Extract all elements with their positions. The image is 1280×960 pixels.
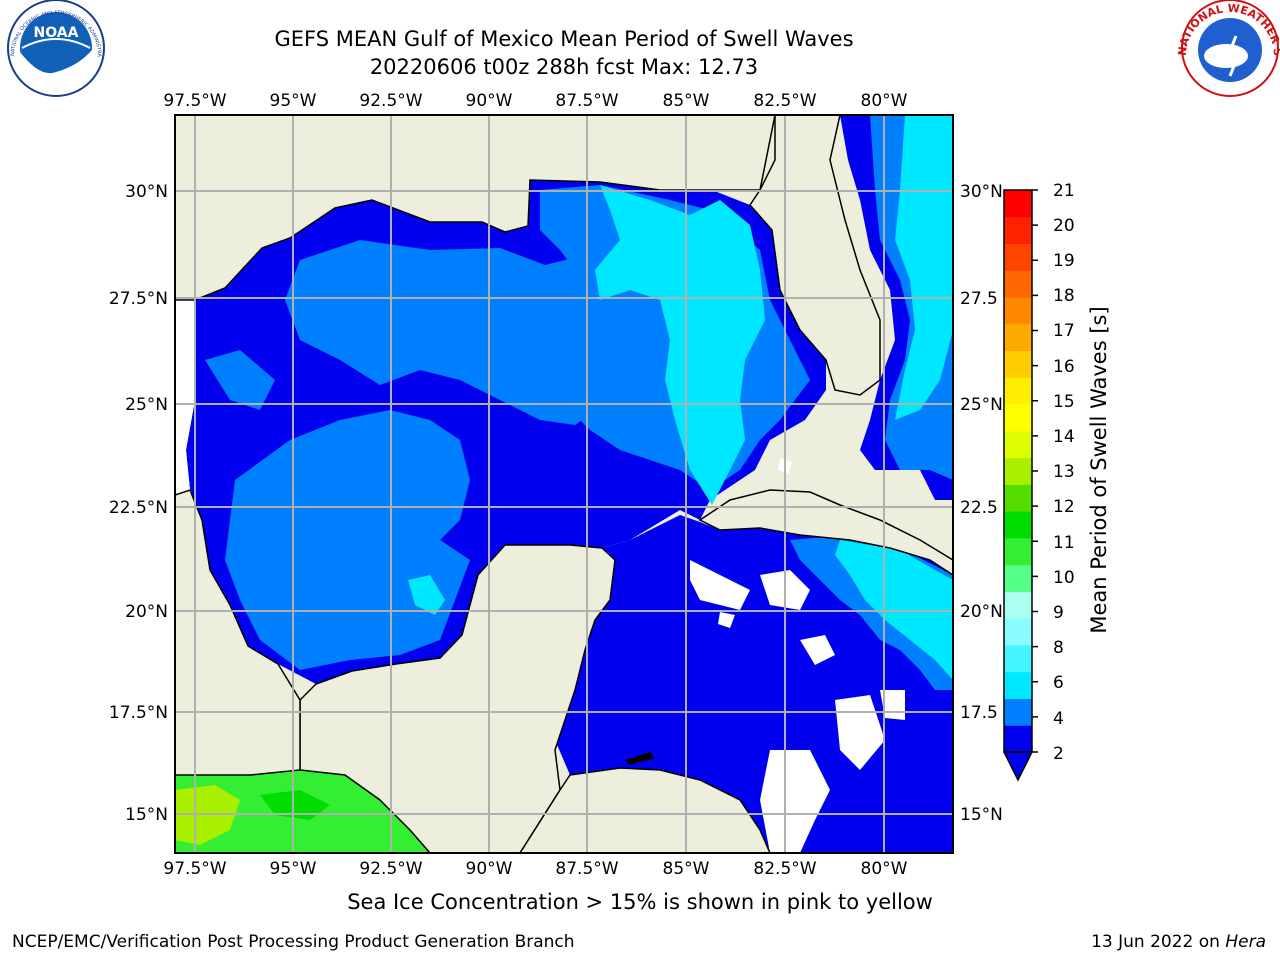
- colorbar-tick: 4: [1053, 709, 1064, 729]
- colorbar-segment: [1004, 484, 1032, 512]
- lon-top-tick: 97.5°W: [163, 91, 226, 111]
- colorbar-label: Mean Period of Swell Waves [s]: [1087, 306, 1111, 633]
- chart-title: GEFS MEAN Gulf of Mexico Mean Period of …: [274, 27, 854, 51]
- lon-bottom-tick: 90°W: [466, 859, 513, 879]
- lon-top-tick: 90°W: [466, 91, 513, 111]
- colorbar-tick: 2: [1053, 744, 1064, 764]
- lat-right-tick: 27.5: [960, 289, 998, 309]
- credit-line: NCEP/EMC/Verification Post Processing Pr…: [12, 932, 575, 952]
- map-area: [175, 115, 953, 853]
- lat-right-tick: 20°N: [960, 602, 1003, 622]
- colorbar-tick: 8: [1053, 638, 1064, 658]
- colorbar-segment: [1004, 644, 1032, 673]
- colorbar-tick: 20: [1053, 216, 1075, 236]
- lat-left-tick: 17.5°N: [109, 703, 168, 723]
- lon-top-tick: 95°W: [270, 91, 317, 111]
- graticule: [175, 115, 953, 853]
- svg-text:NATIONAL WEATHER SERVICE: NATIONAL WEATHER SERVICE: [0, 0, 1280, 57]
- colorbar-tick: 15: [1053, 392, 1075, 412]
- colorbar-tick: 19: [1053, 251, 1075, 271]
- lat-left-tick: 27.5°N: [109, 289, 168, 309]
- land-masses: [175, 115, 953, 853]
- noaa-logo-text: NOAA: [34, 25, 79, 41]
- colorbar-segment: [1004, 190, 1032, 218]
- stamp-date: 13 Jun 2022 on: [1091, 932, 1220, 952]
- lat-right-tick: 17.5: [960, 703, 998, 723]
- lat-right-tick: 25°N: [960, 395, 1003, 415]
- colorbar-tick: 14: [1053, 427, 1075, 447]
- colorbar-segment: [1004, 377, 1032, 405]
- colorbar-segment: [1004, 591, 1032, 619]
- lat-right-tick: 30°N: [960, 182, 1003, 202]
- colorbar-segment: [1004, 698, 1032, 726]
- lon-bottom-tick: 80°W: [861, 859, 908, 879]
- lon-bottom-tick: 82.5°W: [753, 859, 816, 879]
- colorbar-ticks: 21 20 19 18 17 16 15 14 13 12 11 10 9 8 …: [1053, 181, 1075, 764]
- colorbar-segment: [1004, 243, 1032, 271]
- colorbar-segment: [1004, 323, 1032, 352]
- colorbar-extend-arrow: [1002, 751, 1034, 782]
- stamp-host: Hera: [1225, 932, 1266, 952]
- nws-logo: NATIONAL WEATHER SERVICE: [0, 0, 1280, 97]
- colorbar-tick: 13: [1053, 462, 1075, 482]
- colorbar-segment: [1004, 725, 1032, 753]
- swell-field: [175, 115, 953, 853]
- lon-top-tick: 82.5°W: [753, 91, 816, 111]
- lat-left-tick: 30°N: [125, 182, 168, 202]
- lon-top-tick: 87.5°W: [555, 91, 618, 111]
- colorbar-segment: [1004, 270, 1032, 298]
- lat-right-tick: 22.5: [960, 498, 998, 518]
- colorbar-tick: 6: [1053, 673, 1064, 693]
- lat-left-tick: 15°N: [125, 805, 168, 825]
- noaa-logo: NOAA NATIONAL OCEANIC AND ATMOSPHERIC AD…: [0, 0, 105, 97]
- lon-top-tick: 92.5°W: [359, 91, 422, 111]
- lon-top-tick: 80°W: [861, 91, 908, 111]
- colorbar-tick: 12: [1053, 497, 1075, 517]
- colorbar-tick: 16: [1053, 357, 1075, 377]
- colorbar: [1002, 189, 1038, 782]
- colorbar-segment: [1004, 457, 1032, 485]
- lon-top-tick: 85°W: [663, 91, 710, 111]
- colorbar-segment: [1004, 511, 1032, 539]
- colorbar-segment: [1004, 350, 1032, 378]
- date-stamp: 13 Jun 2022 on Hera: [1091, 932, 1266, 952]
- colorbar-tick: 18: [1053, 286, 1075, 306]
- colorbar-segment: [1004, 564, 1032, 592]
- nws-ring-text: NATIONAL WEATHER SERVICE: [0, 0, 1280, 57]
- colorbar-segment: [1004, 297, 1032, 325]
- lon-bottom-tick: 97.5°W: [163, 859, 226, 879]
- lat-left-tick: 20°N: [125, 602, 168, 622]
- colorbar-segment: [1004, 671, 1032, 699]
- colorbar-tick: 11: [1053, 533, 1075, 553]
- lat-left-tick: 22.5°N: [109, 498, 168, 518]
- colorbar-tick: 10: [1053, 568, 1075, 588]
- colorbar-tick: 9: [1053, 603, 1064, 623]
- colorbar-segment: [1004, 216, 1032, 245]
- colorbar-tick: 21: [1053, 181, 1075, 201]
- chart-subtitle: 20220606 t00z 288h fcst Max: 12.73: [369, 55, 759, 79]
- lon-bottom-tick: 87.5°W: [555, 859, 618, 879]
- lat-right-tick: 15°N: [960, 805, 1003, 825]
- map-tick-labels: 97.5°W 95°W 92.5°W 90°W 87.5°W 85°W 82.5…: [109, 91, 1003, 879]
- colorbar-segment: [1004, 430, 1032, 459]
- colorbar-segment: [1004, 404, 1032, 432]
- lon-bottom-tick: 92.5°W: [359, 859, 422, 879]
- map-frame: [174, 114, 954, 854]
- colorbar-segment: [1004, 537, 1032, 566]
- sea-ice-note: Sea Ice Concentration > 15% is shown in …: [347, 890, 933, 914]
- colorbar-tick: 17: [1053, 321, 1075, 341]
- colorbar-segment: [1004, 618, 1032, 646]
- lon-bottom-tick: 95°W: [270, 859, 317, 879]
- lat-left-tick: 25°N: [125, 395, 168, 415]
- lon-bottom-tick: 85°W: [663, 859, 710, 879]
